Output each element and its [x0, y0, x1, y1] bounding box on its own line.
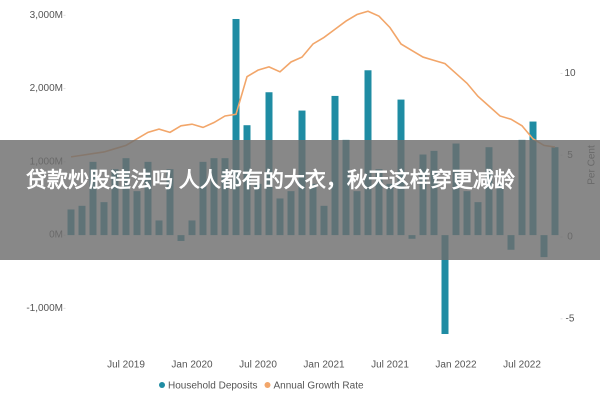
y-tick-label: -1,000M — [26, 303, 63, 314]
banner: 贷款炒股违法吗 人人都有的大衣，秋天这样穿更减龄 — [0, 140, 600, 260]
y2-tick-label: -5 — [566, 313, 575, 324]
line — [70, 10, 556, 158]
y-tick-label: 3,000M — [30, 10, 63, 21]
x-tick-label: Jul 2020 — [239, 360, 277, 371]
legend-marker — [159, 382, 165, 388]
x-tick-label: Jan 2021 — [303, 360, 345, 371]
legend-label: Annual Growth Rate — [274, 381, 364, 392]
legend-label: Household Deposits — [168, 381, 258, 392]
x-tick-label: Jul 2022 — [503, 360, 541, 371]
bar — [232, 18, 240, 236]
y-tick-label: 2,000M — [30, 83, 63, 94]
y2-tick-label: 10 — [564, 68, 576, 79]
x-tick-label: Jan 2020 — [171, 360, 213, 371]
legend-marker — [264, 382, 271, 388]
bar — [441, 235, 449, 335]
x-tick-label: Jan 2022 — [435, 360, 477, 371]
x-tick-label: Jul 2021 — [371, 360, 409, 371]
x-tick-label: Jul 2019 — [107, 360, 145, 371]
